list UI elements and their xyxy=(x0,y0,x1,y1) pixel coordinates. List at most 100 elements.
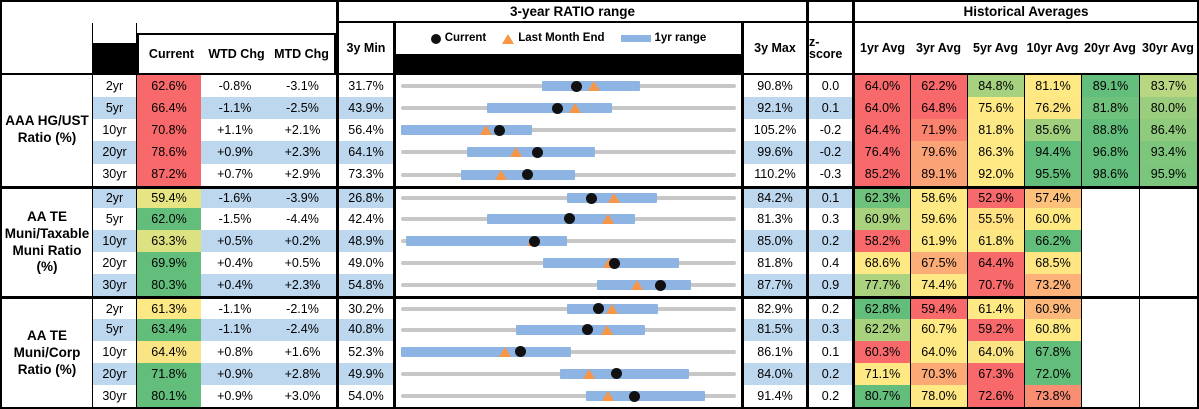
zscore-value: 0.1 xyxy=(806,185,852,208)
avg-5yr-avg-value: 61.4% xyxy=(967,296,1024,319)
avg-3yr-avg-value: 59.4% xyxy=(910,296,967,319)
avg-20yr-avg-value: 98.6% xyxy=(1081,163,1139,186)
current-value: 61.3% xyxy=(137,296,201,319)
avg-20yr-avg-value xyxy=(1081,296,1139,319)
avg-20yr-avg-value xyxy=(1081,362,1139,385)
wtd-chg-value: +1.1% xyxy=(201,119,269,142)
avg-30yr-avg-value: 95.9% xyxy=(1139,163,1197,186)
tenor-header-cell xyxy=(92,23,137,75)
avg-30yr-avg-value xyxy=(1139,252,1197,275)
wtd-chg-value: +0.7% xyxy=(201,163,269,186)
one-year-range-bar xyxy=(585,391,706,402)
avg-3yr-avg-value: 58.6% xyxy=(910,185,967,208)
last-month-end-marker xyxy=(605,303,618,314)
current-marker xyxy=(564,213,576,225)
one-year-range-bar xyxy=(467,147,596,158)
change-columns-box: Current WTD Chg MTD Chg xyxy=(137,33,336,73)
tenor-label: 2yr xyxy=(92,296,137,319)
tenor-label: 5yr xyxy=(92,318,137,341)
current-marker xyxy=(494,124,506,136)
current-marker xyxy=(532,146,544,158)
current-value: 63.4% xyxy=(137,318,201,341)
legend-last-month-label: Last Month End xyxy=(518,31,605,44)
wtd-chg-value: -1.1% xyxy=(201,318,269,341)
last-month-end-marker xyxy=(601,391,614,402)
current-value: 62.0% xyxy=(137,207,201,230)
avg-3yr-avg-value: 64.0% xyxy=(910,340,967,363)
current-value: 71.8% xyxy=(137,362,201,385)
avg-5yr-avg-value: 92.0% xyxy=(967,163,1024,186)
wtd-chg-value: +0.4% xyxy=(201,252,269,275)
max-3y-value: 81.8% xyxy=(741,252,806,275)
max-3y-value: 92.1% xyxy=(741,97,806,120)
zscore-header-spacer xyxy=(806,2,852,23)
current-marker xyxy=(585,192,597,204)
avg-10yr-avg-value: 72.0% xyxy=(1024,362,1081,385)
tenor-label: 30yr xyxy=(92,274,137,297)
avg-column-header: 5yr Avg xyxy=(967,23,1024,75)
current-marker xyxy=(610,368,622,380)
current-value: 64.4% xyxy=(137,340,201,363)
wtd-chg-value: -1.6% xyxy=(201,185,269,208)
range-chart xyxy=(393,229,741,253)
one-year-range-bar xyxy=(405,236,568,247)
current-value: 59.4% xyxy=(137,185,201,208)
avg-1yr-avg-value: 85.2% xyxy=(852,163,910,186)
range-chart xyxy=(393,163,741,186)
wtd-chg-value: +0.9% xyxy=(201,141,269,164)
range-chart xyxy=(393,252,741,275)
zscore-value: 0.2 xyxy=(806,384,852,408)
avg-1yr-avg-value: 76.4% xyxy=(852,141,910,164)
current-marker xyxy=(581,324,593,336)
avg-20yr-avg-value xyxy=(1081,340,1139,363)
avg-1yr-avg-value: 62.3% xyxy=(852,185,910,208)
change-columns-header: Current WTD Chg MTD Chg xyxy=(137,23,336,75)
min-3y-value: 52.3% xyxy=(336,340,393,363)
range-chart xyxy=(393,119,741,142)
current-value: 70.8% xyxy=(137,119,201,142)
wtd-chg-value: -1.1% xyxy=(201,97,269,120)
avg-30yr-avg-value xyxy=(1139,296,1197,319)
current-marker xyxy=(515,346,527,358)
min-3y-value: 31.7% xyxy=(336,75,393,98)
mtd-chg-value: -2.5% xyxy=(269,97,336,120)
avg-5yr-avg-value: 86.3% xyxy=(967,141,1024,164)
avg-3yr-avg-value: 89.1% xyxy=(910,163,967,186)
avg-1yr-avg-value: 58.2% xyxy=(852,229,910,253)
group-label-header-spacer xyxy=(2,23,92,75)
min-3y-value: 43.9% xyxy=(336,97,393,120)
last-month-end-marker xyxy=(499,346,512,357)
max-3y-value: 84.0% xyxy=(741,362,806,385)
max-3y-value: 81.5% xyxy=(741,318,806,341)
avg-1yr-avg-value: 64.0% xyxy=(852,75,910,98)
current-value: 80.1% xyxy=(137,384,201,408)
mtd-chg-value: +2.8% xyxy=(269,362,336,385)
mtd-chg-value: +3.0% xyxy=(269,384,336,408)
tenor-label: 5yr xyxy=(92,97,137,120)
min-3y-value: 54.0% xyxy=(336,384,393,408)
last-month-end-marker xyxy=(601,213,614,224)
wtd-chg-value: +0.8% xyxy=(201,340,269,363)
avg-10yr-avg-value: 73.8% xyxy=(1024,384,1081,408)
min-3y-value: 30.2% xyxy=(336,296,393,319)
range-chart xyxy=(393,185,741,208)
one-year-range-bar xyxy=(401,346,572,357)
avg-1yr-avg-value: 62.2% xyxy=(852,318,910,341)
wtd-chg-value: +0.9% xyxy=(201,384,269,408)
avg-3yr-avg-value: 67.5% xyxy=(910,252,967,275)
zscore-column-header: z-score xyxy=(806,23,852,75)
avg-5yr-avg-value: 59.2% xyxy=(967,318,1024,341)
range-track xyxy=(401,239,736,244)
zscore-value: 0.1 xyxy=(806,340,852,363)
zscore-value: 0.4 xyxy=(806,252,852,275)
avg-1yr-avg-value: 71.1% xyxy=(852,362,910,385)
range-chart xyxy=(393,97,741,120)
avg-10yr-avg-value: 60.8% xyxy=(1024,318,1081,341)
max-3y-value: 81.3% xyxy=(741,207,806,230)
avg-10yr-avg-value: 76.2% xyxy=(1024,97,1081,120)
avg-30yr-avg-value xyxy=(1139,229,1197,253)
avg-3yr-avg-value: 78.0% xyxy=(910,384,967,408)
zscore-value: 0.0 xyxy=(806,75,852,98)
current-marker xyxy=(521,169,533,181)
mtd-chg-value: -2.1% xyxy=(269,296,336,319)
